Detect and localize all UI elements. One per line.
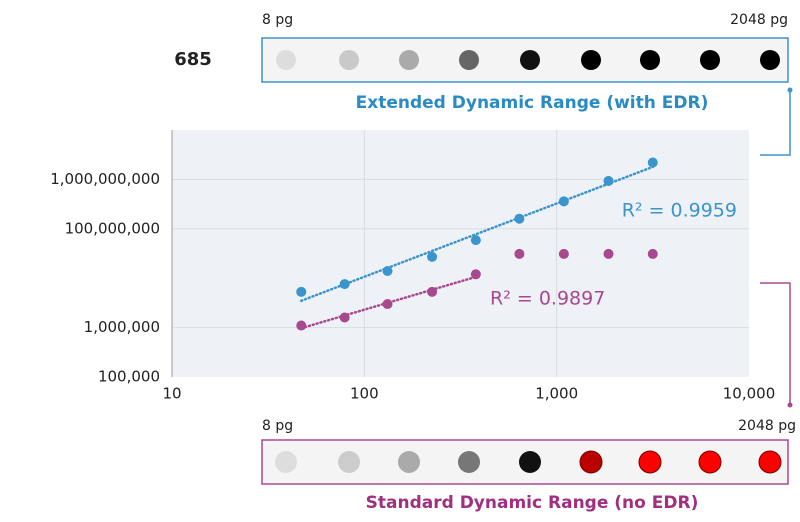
data-point xyxy=(603,175,614,186)
data-point xyxy=(339,312,350,323)
data-point xyxy=(514,213,525,224)
data-point xyxy=(647,248,658,259)
blot-spot xyxy=(698,450,722,474)
blot-spot xyxy=(520,50,540,70)
annotation: R² = 0.9959 xyxy=(622,200,737,222)
blot-spot xyxy=(275,451,297,473)
connector xyxy=(760,282,791,405)
y-tick-label: 100,000,000 xyxy=(65,219,160,237)
blot-spot xyxy=(638,450,662,474)
y-tick-label: 1,000,000,000 xyxy=(50,170,160,188)
blot-spot xyxy=(760,50,780,70)
blot-spot xyxy=(640,50,660,70)
blot-spot xyxy=(519,451,541,473)
data-point xyxy=(296,320,307,331)
data-point xyxy=(296,286,307,297)
data-point xyxy=(470,269,481,280)
data-point xyxy=(427,251,438,262)
data-point xyxy=(514,248,525,259)
sample-label: 685 xyxy=(174,49,212,70)
data-point xyxy=(470,235,481,246)
connector-end xyxy=(787,402,793,408)
data-point xyxy=(339,279,350,290)
blot-spot xyxy=(581,50,601,70)
data-point xyxy=(427,286,438,297)
x-tick-label: 1,000 xyxy=(535,385,578,403)
x-tick-label: 100 xyxy=(350,385,379,403)
data-point xyxy=(603,248,614,259)
strip-start-label: 8 pg xyxy=(262,12,293,28)
plot-area xyxy=(172,130,749,377)
connector-end xyxy=(787,87,793,93)
blot-spot xyxy=(398,451,420,473)
blot-spot xyxy=(758,450,782,474)
strip-start-label: 8 pg xyxy=(262,418,293,434)
blot-spot xyxy=(700,50,720,70)
bottom-caption: Standard Dynamic Range (no EDR) xyxy=(366,493,699,513)
data-point xyxy=(647,157,658,168)
strip-end-label: 2048 pg xyxy=(738,418,796,434)
blot-spot xyxy=(399,50,419,70)
blot-spot xyxy=(339,50,359,70)
y-tick-label: 1,000,000 xyxy=(84,318,160,336)
data-point xyxy=(558,248,569,259)
annotation: R² = 0.9897 xyxy=(490,288,605,310)
blot-spot xyxy=(276,50,296,70)
strip-end-label: 2048 pg xyxy=(730,12,788,28)
top-caption: Extended Dynamic Range (with EDR) xyxy=(356,93,709,113)
connector xyxy=(760,90,791,156)
y-tick-label: 100,000 xyxy=(98,368,160,386)
x-tick-label: 10 xyxy=(162,385,181,403)
data-point xyxy=(558,196,569,207)
data-point xyxy=(382,265,393,276)
data-point xyxy=(382,299,393,310)
blot-spot xyxy=(459,50,479,70)
trend-line xyxy=(300,165,655,303)
blot-spot xyxy=(579,450,603,474)
blot-spot xyxy=(338,451,360,473)
x-tick-label: 10,000 xyxy=(723,385,776,403)
blot-spot xyxy=(458,451,480,473)
